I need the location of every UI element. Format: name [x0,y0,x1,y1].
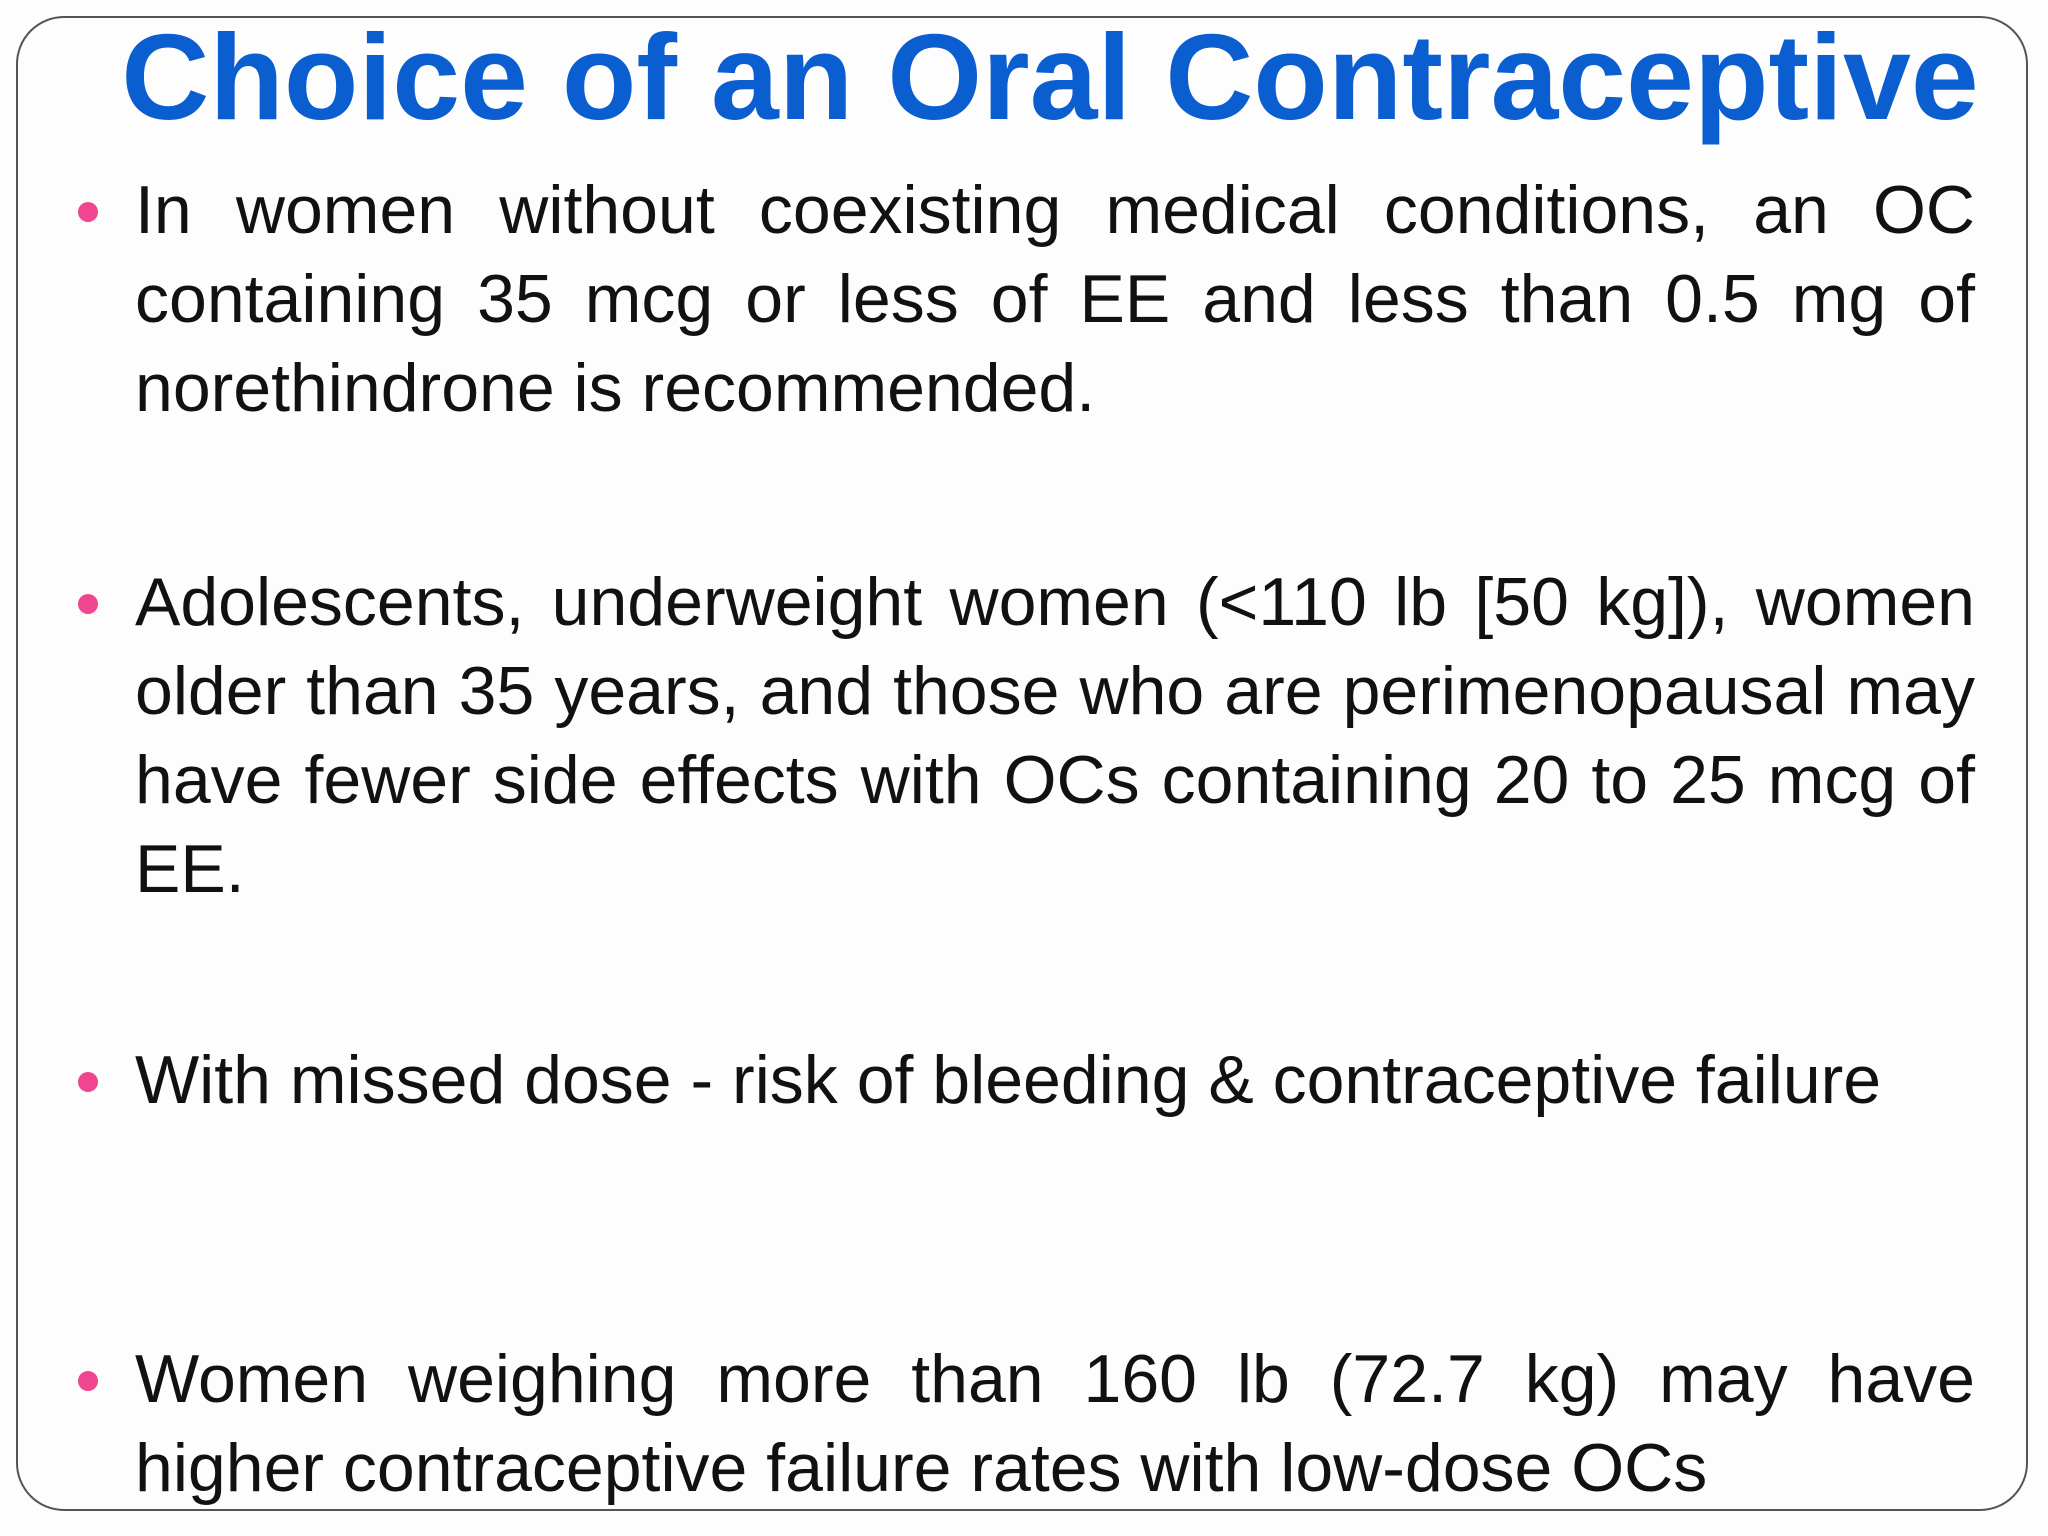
bullet-text: Adolescents, underweight women (<110 lb … [135,564,1975,907]
bullet-text: In women without coexisting medical cond… [135,172,1975,426]
bullet-item: In women without coexisting medical cond… [78,166,1975,433]
bullet-dot [78,1371,98,1391]
bullet-dot [78,202,98,222]
bullet-dot [78,594,98,614]
bullet-text: With missed dose - risk of bleeding & co… [135,1042,1882,1118]
bullet-item: With missed dose - risk of bleeding & co… [78,1036,1975,1125]
bullet-item: Women weighing more than 160 lb (72.7 kg… [78,1335,1975,1513]
bullet-text: Women weighing more than 160 lb (72.7 kg… [135,1341,1975,1506]
bullet-item: Adolescents, underweight women (<110 lb … [78,558,1975,914]
slide-title: Choice of an Oral Contraceptive [121,9,1979,145]
bullet-dot [78,1072,98,1092]
slide-frame [16,16,2028,1511]
